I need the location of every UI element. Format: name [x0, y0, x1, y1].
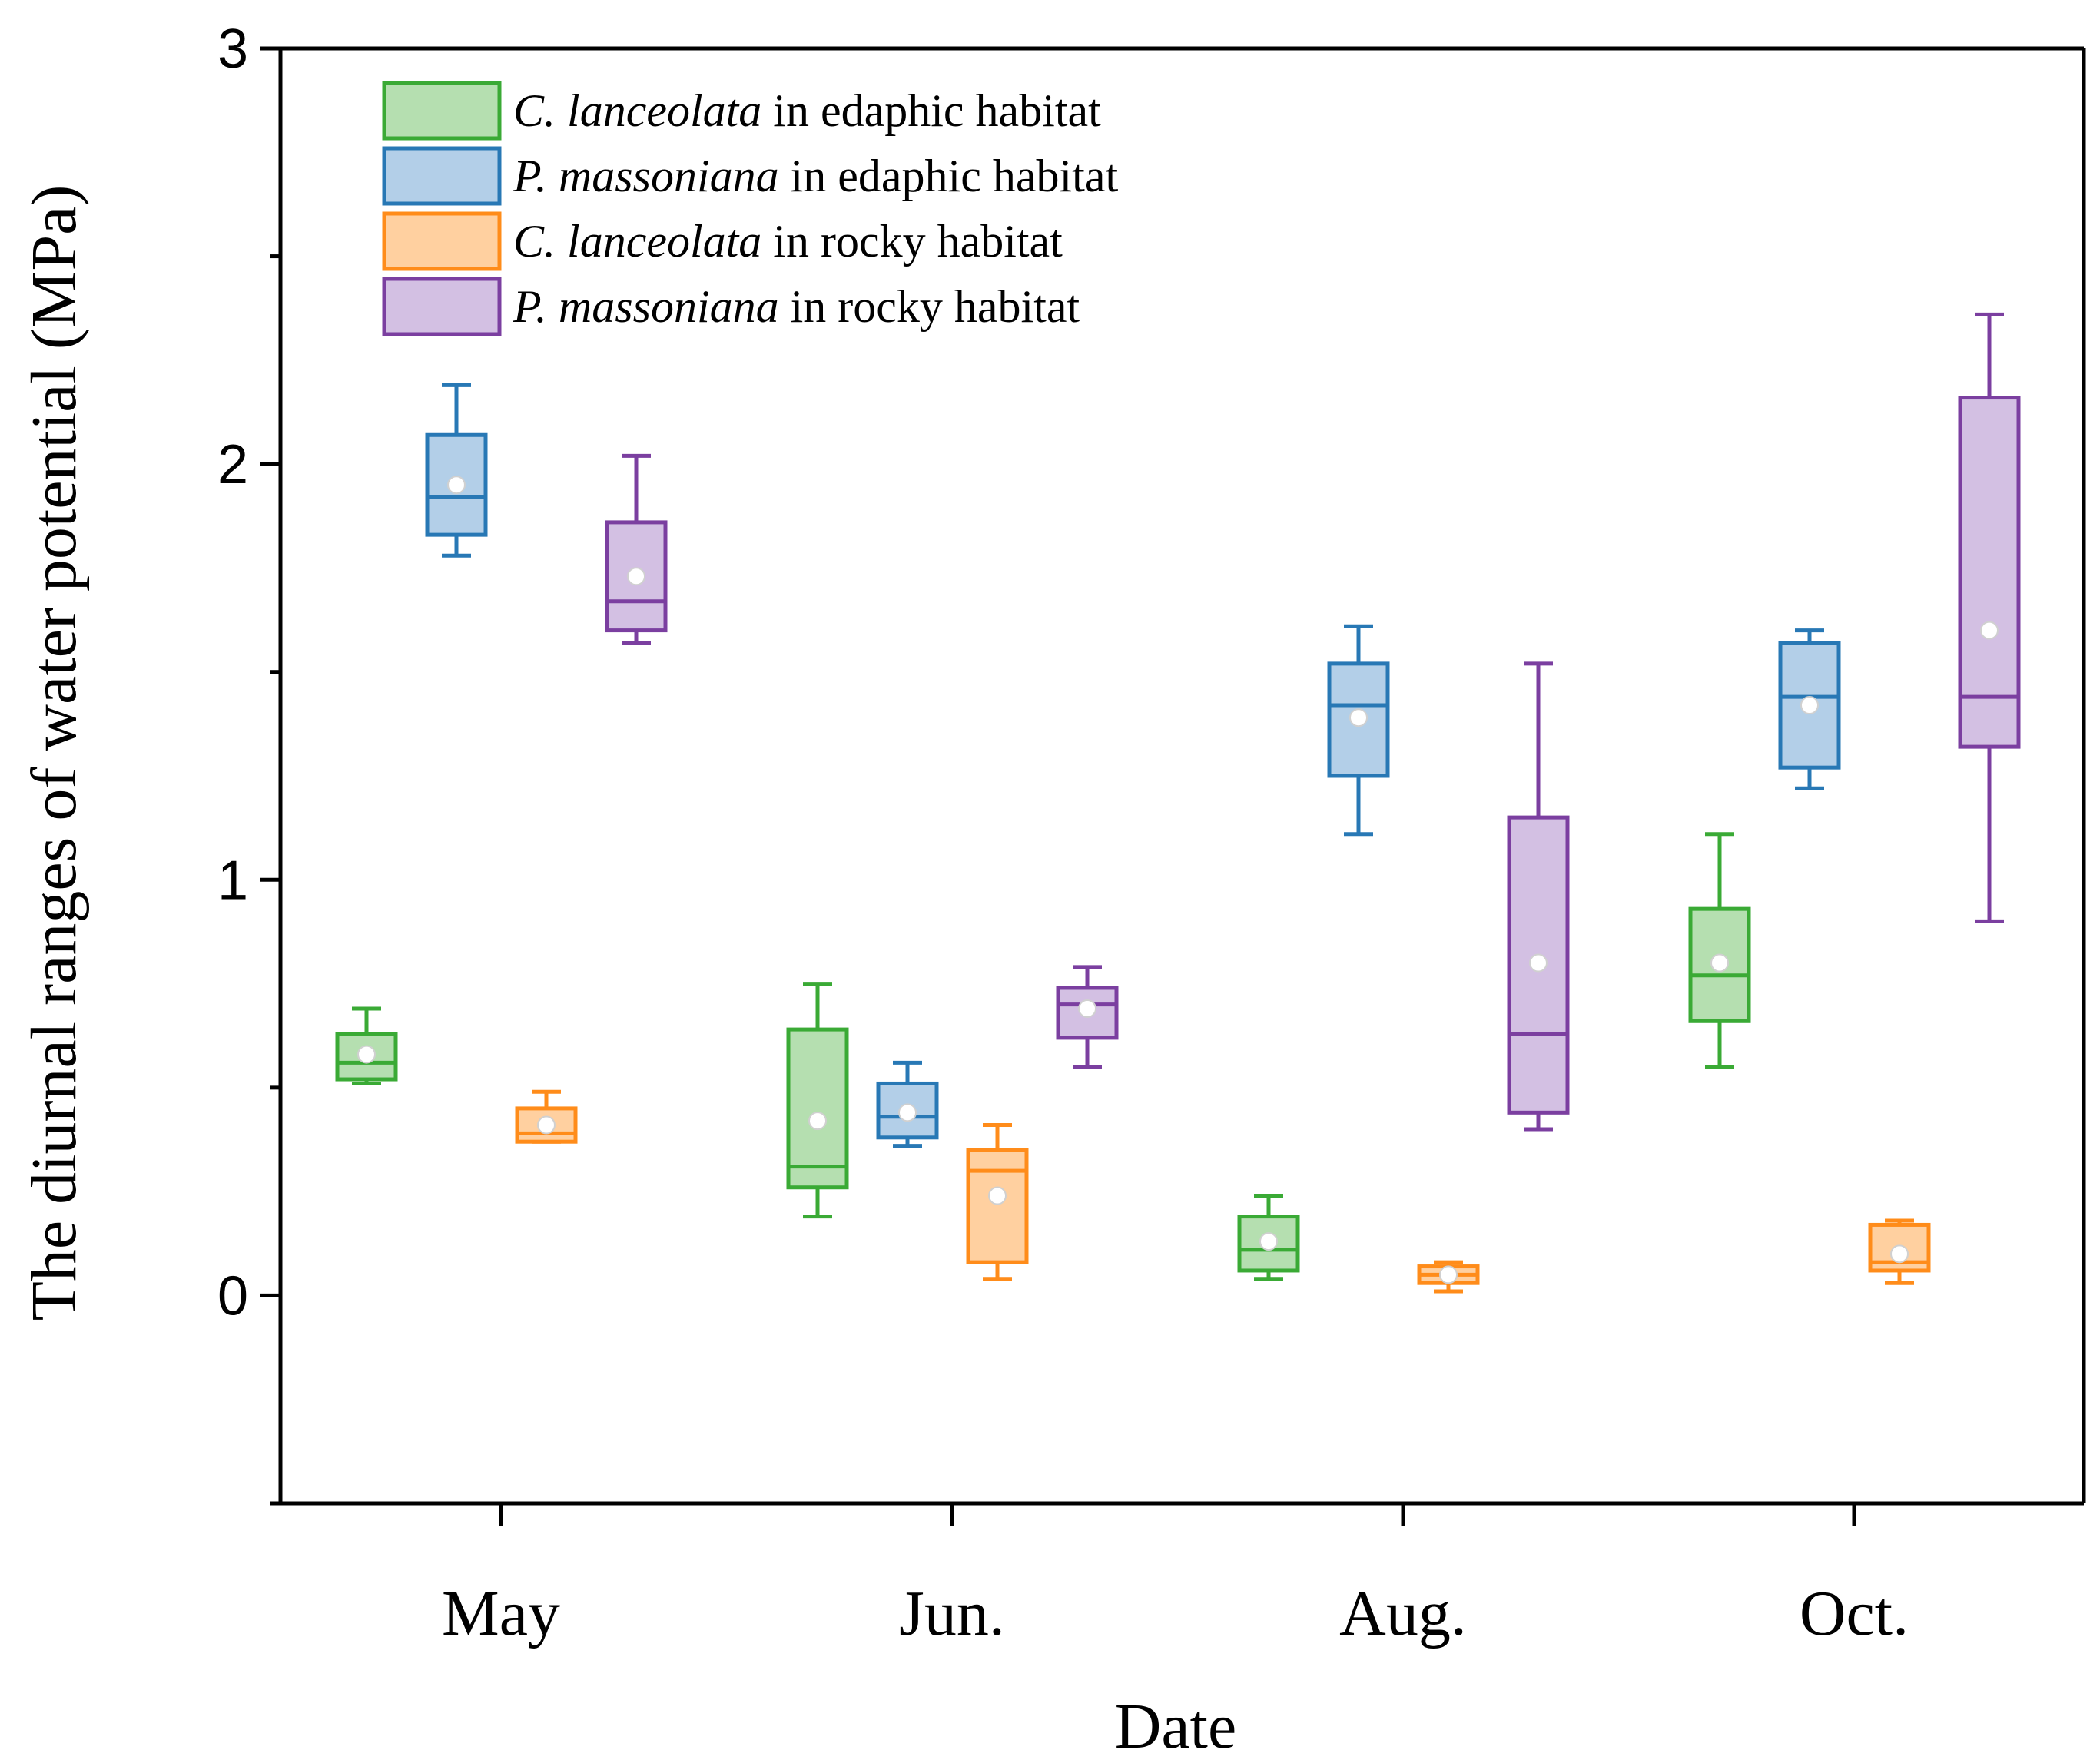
- mean-marker: [537, 1115, 556, 1135]
- legend-label: P. massoniana in rocky habitat: [513, 281, 1080, 332]
- x-tick-label: May: [442, 1578, 560, 1649]
- mean-marker: [357, 1045, 376, 1064]
- box-0-3: [1688, 832, 1751, 1069]
- plot-area: [335, 312, 2021, 1294]
- iqr-box: [1958, 396, 2021, 749]
- axes: 0 1 2 3 May Jun. Aug. Oct.: [217, 18, 2086, 1649]
- iqr-box: [786, 1027, 849, 1190]
- legend-swatch: [382, 81, 502, 141]
- y-axis-title: The diurnal ranges of water potential (M…: [18, 185, 90, 1321]
- legend-species: P. massoniana: [513, 281, 779, 332]
- box-3-0: [605, 453, 668, 645]
- legend-item: P. massoniana in rocky habitat: [382, 277, 1080, 336]
- box-0-0: [335, 1006, 398, 1085]
- box-2-3: [1868, 1218, 1931, 1285]
- legend-habitat: in rocky habitat: [761, 216, 1063, 267]
- iqr-box: [966, 1148, 1029, 1264]
- mean-marker: [1078, 999, 1096, 1019]
- box-3-1: [1056, 965, 1119, 1069]
- box-1-3: [1778, 628, 1841, 790]
- x-axis-title: Date: [1115, 1691, 1237, 1762]
- legend-label: C. lanceolata in edaphic habitat: [513, 85, 1101, 136]
- legend-label: P. massoniana in edaphic habitat: [513, 151, 1118, 201]
- legend-item: C. lanceolata in edaphic habitat: [382, 81, 1101, 141]
- legend-swatch: [382, 211, 502, 271]
- legend-habitat: in edaphic habitat: [779, 151, 1119, 201]
- y-tick-label: 1: [217, 850, 248, 911]
- box-2-0: [515, 1089, 578, 1144]
- legend-species: P. massoniana: [513, 151, 779, 201]
- box-3-2: [1507, 661, 1570, 1132]
- mean-marker: [1710, 953, 1729, 973]
- mean-marker: [1800, 696, 1819, 715]
- mean-marker: [1529, 953, 1548, 973]
- legend-item: C. lanceolata in rocky habitat: [382, 211, 1063, 271]
- box-2-1: [966, 1123, 1029, 1281]
- mean-marker: [447, 476, 466, 495]
- y-tick-label: 0: [217, 1265, 248, 1327]
- box-1-0: [425, 383, 488, 558]
- box-3-3: [1958, 312, 2021, 923]
- mean-marker: [898, 1103, 917, 1122]
- box-1-2: [1327, 624, 1390, 837]
- mean-marker: [1980, 621, 1999, 640]
- mean-marker: [627, 567, 645, 586]
- legend-swatch: [382, 277, 502, 336]
- legend-habitat: in rocky habitat: [779, 281, 1080, 332]
- x-tick-label: Oct.: [1800, 1578, 1909, 1649]
- legend-swatch: [382, 146, 502, 206]
- mean-marker: [808, 1112, 827, 1131]
- mean-marker: [988, 1186, 1007, 1205]
- x-tick-label: Jun.: [899, 1578, 1005, 1649]
- box-1-1: [876, 1060, 939, 1148]
- x-tick-label: Aug.: [1339, 1578, 1467, 1649]
- box-0-2: [1237, 1194, 1300, 1281]
- box-0-1: [786, 982, 849, 1219]
- legend-item: P. massoniana in edaphic habitat: [382, 146, 1118, 206]
- y-tick-label: 3: [217, 18, 248, 80]
- iqr-box: [425, 432, 488, 537]
- legend-species: C. lanceolata: [513, 85, 761, 136]
- mean-marker: [1439, 1265, 1458, 1284]
- mean-marker: [1349, 708, 1368, 727]
- legend-species: C. lanceolata: [513, 216, 761, 267]
- y-tick-label: 2: [217, 434, 248, 495]
- mean-marker: [1259, 1232, 1278, 1251]
- legend-label: C. lanceolata in rocky habitat: [513, 216, 1063, 267]
- legend-habitat: in edaphic habitat: [761, 85, 1101, 136]
- mean-marker: [1890, 1244, 1909, 1264]
- box-2-2: [1417, 1260, 1480, 1294]
